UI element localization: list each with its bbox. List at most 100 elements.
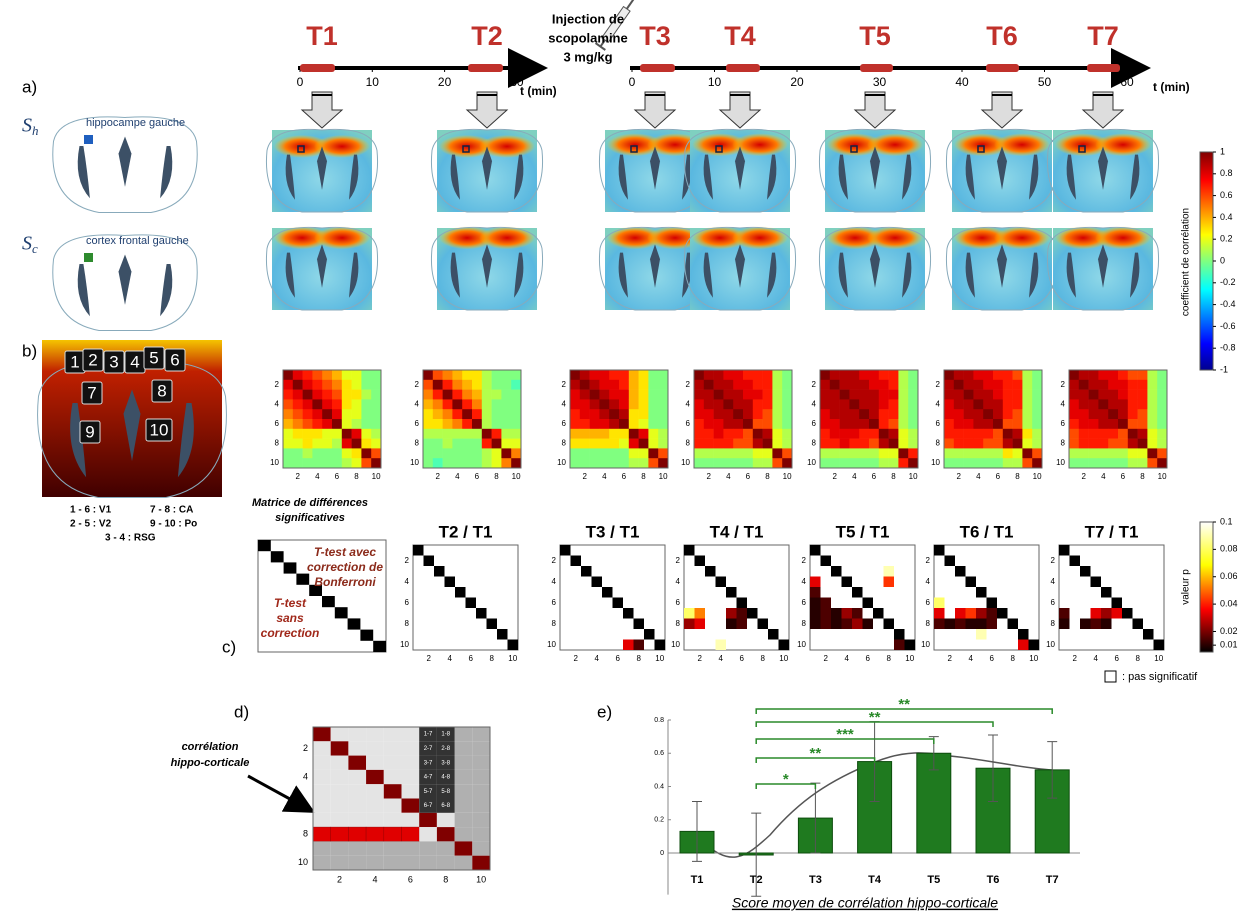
- p-cell: [623, 639, 634, 650]
- correlation-cell: [302, 399, 313, 410]
- correlation-cell: [1147, 428, 1158, 439]
- correlation-cell: [1108, 399, 1119, 410]
- correlation-cell: [1147, 419, 1158, 430]
- correlation-cell: [878, 458, 889, 469]
- matrix-tick-label: 8: [494, 472, 499, 481]
- diagonal-cell: [684, 545, 695, 556]
- correlation-cell: [501, 409, 512, 420]
- diagonal-cell: [1132, 618, 1143, 629]
- correlation-cell: [332, 438, 343, 449]
- diagonal-cell: [1059, 545, 1070, 556]
- diagonal-cell: [1153, 639, 1164, 650]
- correlation-cell: [820, 438, 831, 449]
- correlation-cell: [694, 428, 705, 439]
- correlation-cell: [713, 438, 724, 449]
- correlation-cell: [723, 448, 734, 459]
- diagonal-cell: [444, 576, 455, 587]
- p-cell: [894, 639, 905, 650]
- time-tick-label: 20: [790, 75, 804, 89]
- correlation-cell: [908, 409, 919, 420]
- correlation-cell: [829, 428, 840, 439]
- correlation-cell: [658, 458, 669, 469]
- injection-text: scopolamine: [548, 30, 627, 45]
- hippo-matrix-cell: [330, 841, 349, 856]
- panel-label: d): [234, 702, 249, 721]
- correlation-cell: [1108, 428, 1119, 439]
- matrix-tick-label: 2: [1061, 380, 1066, 389]
- correlation-cell: [361, 370, 372, 381]
- matrix-tick-label: 4: [602, 472, 607, 481]
- correlation-cell: [820, 370, 831, 381]
- diagonal-cell: [694, 555, 705, 566]
- matrix-tick-label: 4: [936, 399, 941, 408]
- matrix-frame: [1068, 369, 1168, 469]
- correlation-cell: [1157, 409, 1168, 420]
- correlation-cell: [762, 379, 773, 390]
- correlation-cell: [351, 370, 362, 381]
- hippo-matrix-cell: [348, 826, 367, 842]
- ventricle: [118, 254, 132, 305]
- matrix-tick-label: 6: [335, 472, 340, 481]
- matrix-tick-label: 6: [996, 472, 1001, 481]
- correlation-cell: [462, 379, 473, 390]
- correlation-cell: [859, 409, 870, 420]
- x-tick-label: T5: [927, 874, 940, 886]
- hippo-matrix-cell: [401, 769, 420, 785]
- colorbar-tick-label: 1: [1220, 146, 1225, 156]
- seed-dot: [462, 145, 470, 153]
- p-cell: [976, 629, 987, 640]
- ventricle: [349, 154, 359, 200]
- correlation-cell: [302, 379, 313, 390]
- pair-cell: [436, 741, 455, 756]
- correlation-cell: [1069, 379, 1080, 390]
- correlation-cell: [713, 409, 724, 420]
- correlation-cell: [1002, 428, 1013, 439]
- matrix-tick-label: 6: [676, 598, 681, 607]
- correlation-cell: [694, 458, 705, 469]
- correlation-cell: [1032, 438, 1043, 449]
- hippo-matrix-cell: [401, 784, 420, 799]
- brain-outline: [818, 226, 932, 311]
- correlation-cell: [762, 448, 773, 459]
- correlation-cell: [501, 379, 512, 390]
- correlation-cell: [733, 428, 744, 439]
- pair-cell: [419, 784, 437, 799]
- correlation-cell: [599, 438, 610, 449]
- pair-label: 5-8: [441, 789, 450, 795]
- region-number: 4: [130, 352, 139, 371]
- correlation-cell: [849, 379, 860, 390]
- correlation-cell: [658, 438, 669, 449]
- correlation-cell: [472, 419, 483, 430]
- pair-label: 2-7: [424, 746, 433, 752]
- correlation-cell: [1012, 448, 1023, 459]
- correlation-cell: [888, 399, 899, 410]
- matrix-tick-label: 2: [405, 556, 410, 565]
- correlation-cell: [599, 379, 610, 390]
- ventricle: [514, 252, 524, 298]
- correlation-cell: [1032, 389, 1043, 400]
- diagonal-cell: [270, 551, 284, 563]
- legend-title: Matrice de différences: [252, 497, 368, 509]
- correlation-cell: [869, 379, 880, 390]
- hippo-matrix-cell: [366, 812, 384, 828]
- correlation-cell: [361, 458, 372, 469]
- legend-title: significatives: [275, 512, 345, 524]
- correlation-cell: [908, 419, 919, 430]
- diagonal-cell: [934, 545, 945, 556]
- significance-bracket: [755, 721, 994, 727]
- correlation-cell: [292, 438, 303, 449]
- matrix-tick-label: 4: [1051, 577, 1056, 586]
- colorbar-tick-label: 0: [1220, 255, 1225, 265]
- hippo-matrix-cell: [383, 812, 402, 828]
- matrix-tick-label: 10: [270, 458, 279, 467]
- correlation-cell: [638, 370, 649, 381]
- matrix-tick-label: 6: [866, 654, 871, 663]
- ventricle: [349, 252, 359, 298]
- correlation-cell: [1078, 409, 1089, 420]
- seed-marker: [84, 253, 93, 262]
- matrix-tick-label: 2: [582, 472, 587, 481]
- correlation-cell: [782, 399, 793, 410]
- comparison-title: T3 / T1: [586, 522, 640, 541]
- matrix-tick-label: 10: [1154, 654, 1163, 663]
- significance-label: **: [898, 696, 910, 713]
